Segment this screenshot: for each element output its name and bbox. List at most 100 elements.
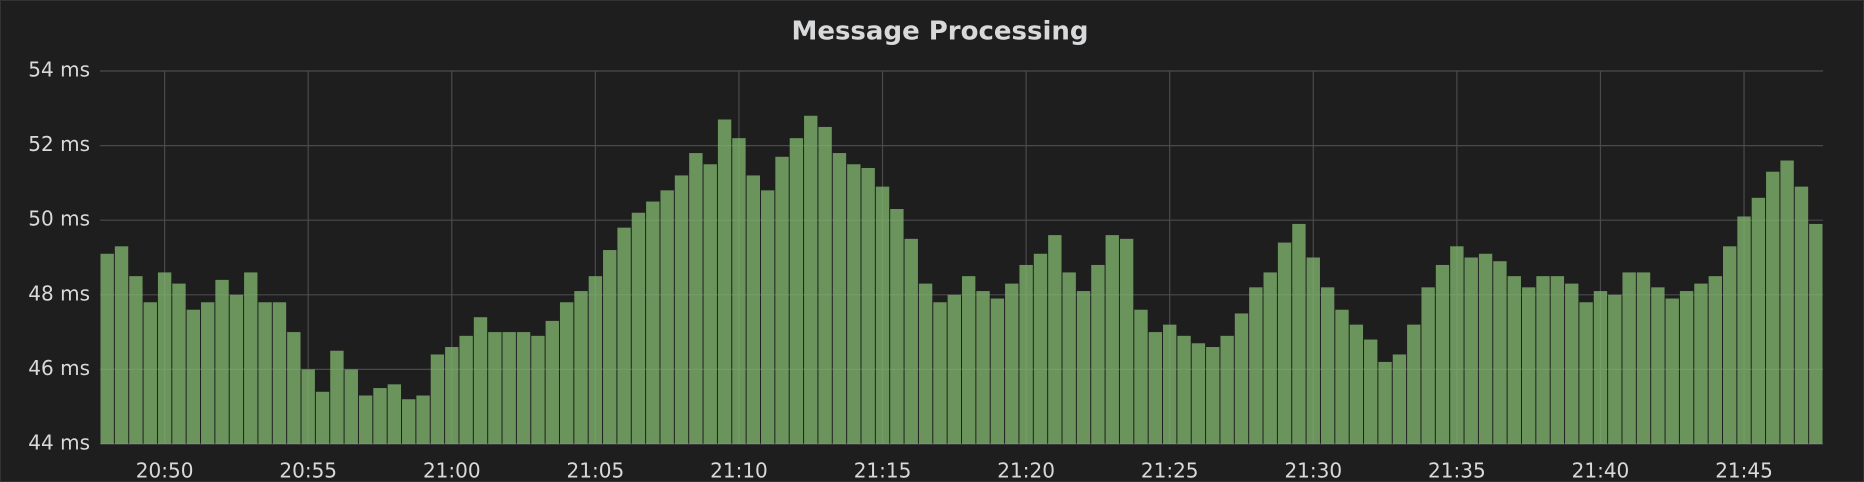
- bar: [1378, 361, 1392, 444]
- x-tick-label: 21:15: [854, 459, 912, 482]
- y-tick-label: 46 ms: [28, 356, 90, 380]
- bar: [689, 153, 703, 444]
- bar: [488, 332, 502, 444]
- bar: [1450, 246, 1464, 444]
- bar-group: [1220, 335, 1234, 444]
- bar: [1435, 264, 1450, 444]
- bar: [574, 291, 588, 444]
- bar: [976, 291, 990, 444]
- y-tick-label: 50 ms: [28, 207, 90, 231]
- bar-group: [1794, 186, 1809, 444]
- bar: [344, 369, 358, 444]
- bar-group: [918, 283, 933, 444]
- bar-group: [746, 175, 760, 444]
- bar: [545, 320, 559, 444]
- y-tick-label: 54 ms: [28, 58, 90, 82]
- bar-group: [990, 298, 1005, 444]
- bar-group: [1550, 276, 1565, 444]
- bar-group: [1148, 332, 1163, 444]
- bar: [1608, 294, 1622, 444]
- bar-group: [473, 317, 488, 444]
- bar: [1206, 347, 1220, 444]
- bar: [143, 302, 157, 444]
- bar: [358, 395, 373, 444]
- bar: [904, 238, 918, 444]
- bar-group: [1751, 197, 1766, 444]
- x-tick-label: 20:55: [279, 459, 337, 482]
- bar: [1579, 302, 1593, 444]
- bar: [272, 302, 287, 444]
- bar-group: [1622, 272, 1636, 444]
- bar: [172, 283, 186, 444]
- bar: [201, 302, 215, 444]
- bar: [473, 317, 488, 444]
- bar-group: [1737, 216, 1751, 444]
- bar-group: [775, 156, 789, 445]
- bar-group: [818, 126, 832, 444]
- bar: [890, 209, 904, 444]
- bar: [387, 384, 402, 444]
- bar: [287, 332, 301, 444]
- bar-group: [129, 276, 143, 444]
- x-tick-label: 21:00: [423, 459, 481, 482]
- bar: [244, 272, 258, 444]
- bar: [1306, 257, 1320, 444]
- bar: [1263, 272, 1277, 444]
- bar: [1421, 287, 1435, 444]
- bar: [1565, 283, 1579, 444]
- bar: [947, 294, 961, 444]
- bar: [1651, 287, 1665, 444]
- bar-group: [890, 209, 904, 444]
- bar: [100, 253, 114, 444]
- bar-group: [1005, 283, 1019, 444]
- bar-group: [703, 164, 717, 444]
- bar-group: [1249, 287, 1263, 444]
- bar: [703, 164, 717, 444]
- bar-group: [1809, 223, 1823, 444]
- bar-group: [847, 164, 861, 444]
- bar-group: [373, 388, 387, 444]
- bar: [129, 276, 143, 444]
- bar: [1234, 313, 1249, 444]
- bar-group: [1407, 324, 1421, 444]
- bar-group: [832, 153, 847, 444]
- bar-group: [1335, 309, 1349, 444]
- bar-group: [1392, 354, 1407, 444]
- bar-group: [545, 320, 559, 444]
- bar: [918, 283, 933, 444]
- bar: [416, 395, 430, 444]
- bar: [1177, 335, 1191, 444]
- bar-group: [904, 238, 918, 444]
- bar-group: [732, 138, 746, 444]
- x-tick-label: 21:40: [1572, 459, 1630, 482]
- bar-group: [1177, 335, 1191, 444]
- bar-group: [157, 272, 172, 444]
- bar-group: [272, 302, 287, 444]
- bar: [258, 302, 272, 444]
- bar-group: [172, 283, 186, 444]
- bar: [1521, 287, 1536, 444]
- bar: [660, 190, 674, 444]
- bar: [674, 175, 689, 444]
- bar: [588, 276, 603, 444]
- bar: [1148, 332, 1163, 444]
- bar: [1119, 238, 1134, 444]
- bar-group: [1579, 302, 1593, 444]
- bar: [1679, 291, 1694, 444]
- bar: [1364, 339, 1378, 444]
- bar-group: [287, 332, 301, 444]
- bar: [1163, 324, 1177, 444]
- bar: [1134, 309, 1148, 444]
- bar-group: [861, 167, 875, 445]
- bar: [1751, 197, 1766, 444]
- bar-group: [962, 276, 976, 444]
- bar: [1292, 223, 1306, 444]
- bar-group: [1766, 171, 1780, 444]
- bar: [1220, 335, 1234, 444]
- bar: [186, 309, 201, 444]
- bar-group: [1593, 291, 1608, 444]
- bar-group: [244, 272, 258, 444]
- bar: [559, 302, 574, 444]
